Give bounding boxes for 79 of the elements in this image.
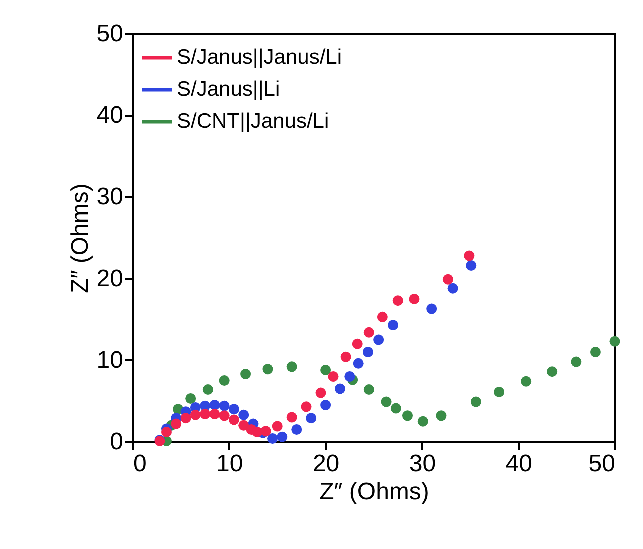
point: [219, 376, 230, 386]
point: [328, 371, 339, 382]
point: [442, 274, 454, 285]
y-tick-label: 10: [96, 346, 124, 374]
point: [418, 416, 428, 427]
point: [161, 426, 172, 438]
x-tick-label: 40: [506, 450, 532, 478]
point: [252, 426, 263, 438]
point: [352, 338, 363, 350]
point: [374, 334, 384, 346]
point: [547, 366, 558, 378]
point: [392, 296, 404, 306]
point: [436, 410, 447, 422]
point: [362, 347, 374, 358]
point: [210, 400, 220, 411]
point: [377, 312, 388, 322]
point: [390, 403, 402, 414]
point: [200, 409, 211, 420]
point: [364, 327, 374, 338]
point: [286, 362, 298, 372]
point: [219, 410, 230, 422]
point: [402, 410, 413, 422]
point: [240, 369, 252, 380]
point: [277, 432, 288, 442]
x-tick-label: 20: [312, 450, 340, 478]
y-tick-label: 50: [96, 20, 124, 48]
point: [301, 402, 312, 412]
point: [272, 421, 283, 432]
point: [388, 320, 399, 331]
point: [464, 250, 475, 262]
point: [353, 358, 364, 369]
point: [320, 364, 332, 376]
y-tick-label: 20: [96, 265, 124, 292]
point: [202, 384, 214, 396]
point: [260, 426, 272, 437]
point: [426, 304, 438, 314]
point: [228, 404, 240, 415]
point: [262, 364, 274, 375]
point: [306, 413, 317, 424]
point: [610, 336, 620, 347]
point: [180, 413, 192, 424]
point: [186, 394, 196, 404]
point: [238, 420, 250, 431]
point: [381, 396, 392, 408]
y-axis-title: Z″ (Ohms): [66, 184, 94, 294]
x-tick-label: 50: [588, 450, 616, 478]
x-axis-title: Z″ (Ohms): [320, 478, 430, 506]
y-tick-label: 40: [96, 102, 124, 130]
point: [409, 294, 420, 304]
legend-label: S/CNT||Janus/Li: [177, 110, 330, 133]
point: [448, 283, 458, 294]
point: [494, 386, 505, 398]
point: [316, 388, 326, 398]
point: [171, 418, 182, 430]
legend-label: S/Janus||Li: [177, 78, 280, 101]
point: [292, 424, 302, 435]
point: [340, 352, 352, 362]
x-tick-label: 10: [216, 450, 244, 478]
y-tick-label: 0: [110, 428, 124, 456]
point: [286, 412, 298, 423]
point: [521, 376, 532, 387]
point: [364, 384, 374, 396]
point: [228, 414, 240, 426]
y-tick-label: 30: [96, 184, 124, 211]
point: [335, 384, 346, 394]
point: [320, 400, 332, 411]
point: [466, 260, 477, 271]
point: [571, 356, 582, 368]
point: [210, 409, 220, 420]
x-tick-label: 0: [134, 450, 147, 478]
point: [344, 371, 356, 382]
point: [470, 396, 482, 408]
point: [219, 400, 230, 412]
point: [268, 434, 278, 444]
point: [590, 347, 601, 358]
point: [190, 410, 201, 420]
legend-label: S/Janus||Janus/Li: [177, 46, 342, 69]
point: [238, 410, 250, 420]
x-tick-label: 30: [409, 450, 436, 478]
